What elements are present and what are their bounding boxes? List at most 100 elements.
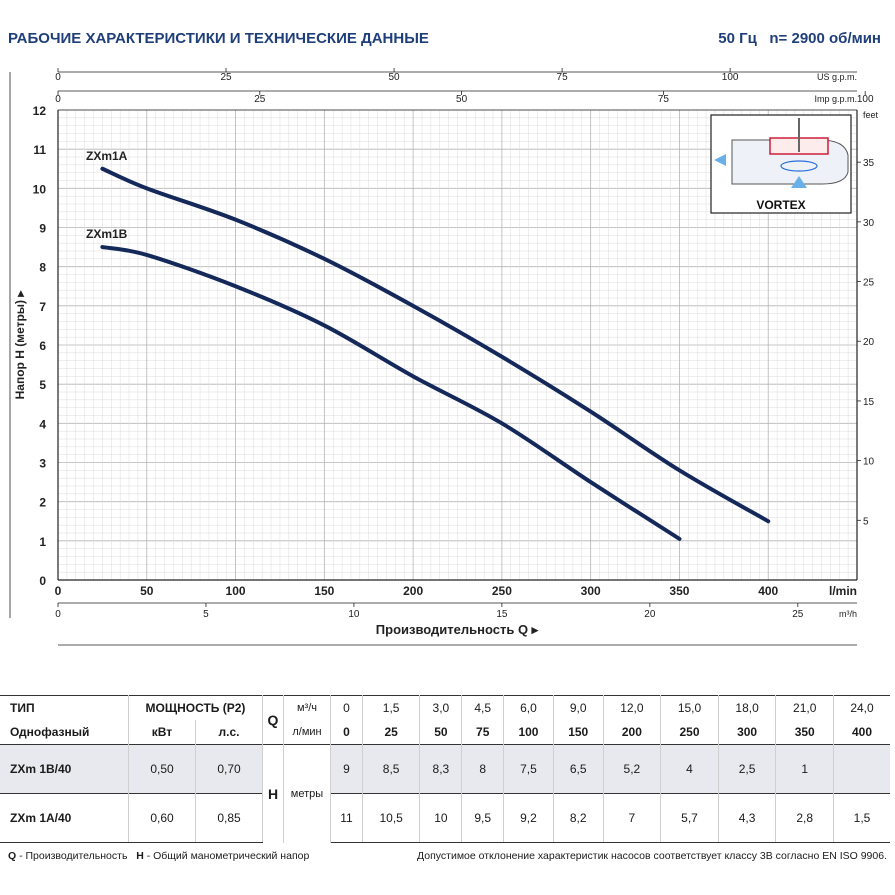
y-tick-label: 5 — [39, 378, 46, 392]
m3h-tick-label: 25 — [792, 609, 804, 620]
curve-zxm1b — [100, 245, 682, 541]
q-lmin-10: 400 — [851, 725, 873, 739]
footer-note: Допустимое отклонение характеристик насо… — [417, 850, 887, 862]
y-tick-label: 10 — [33, 182, 47, 196]
us-unit-label: US g.p.m. — [817, 72, 857, 82]
y-tick-label: 3 — [39, 457, 46, 471]
y-tick-label: 1 — [39, 535, 46, 549]
head-value: 6,5 — [553, 744, 604, 794]
y-axis-title: Напор H (метры) ▸ — [13, 290, 27, 400]
head-value: 5,2 — [603, 744, 662, 794]
head-value: 5,7 — [660, 793, 719, 843]
q-m3h-2: 3,0 — [419, 695, 463, 720]
x-tick-label: 100 — [226, 584, 246, 598]
power-kw: 0,50 — [128, 744, 196, 794]
q-lmin-3: 75 — [461, 720, 505, 745]
q-lmin-1: 25 — [362, 720, 421, 745]
head-value: 11 — [330, 793, 363, 843]
x-tick-label: 0 — [55, 584, 62, 598]
y-tick-label: 4 — [39, 417, 46, 431]
m3h-tick-label: 0 — [55, 609, 61, 620]
frequency: 50 Гц — [718, 30, 757, 47]
series-label-zxm1a: ZXm1A — [86, 149, 128, 163]
head-value: 9 — [330, 744, 363, 794]
model-name: ZXm 1B/40 — [0, 744, 129, 794]
q-lmin-8: 300 — [718, 720, 777, 745]
head-value: 8 — [461, 744, 505, 794]
head-value: 1 — [775, 744, 835, 794]
q-m3h-4: 6,0 — [503, 695, 554, 720]
h-key: H — [136, 850, 144, 862]
q-m3h-0: 0 — [330, 695, 363, 720]
m3h-unit-label: m³/h — [839, 609, 857, 619]
y-tick-label: 0 — [39, 574, 46, 588]
q-lmin-5: 150 — [553, 720, 604, 745]
vortex-label: VORTEX — [756, 198, 805, 212]
x-axis-title: Производительность Q ▸ — [376, 622, 540, 637]
feet-tick-label: 30 — [863, 218, 875, 229]
q-lmin-9: 350 — [775, 720, 835, 745]
us-tick-label: 75 — [557, 72, 569, 83]
y-tick-label: 8 — [39, 261, 46, 275]
unit-lmin: л/мин — [283, 720, 331, 745]
head-value — [833, 744, 890, 794]
us-tick-label: 50 — [388, 72, 400, 83]
q-m3h-7: 15,0 — [660, 695, 719, 720]
q-lmin-6: 200 — [603, 720, 662, 745]
m3h-tick-label: 20 — [644, 609, 656, 620]
x-tick-label: 400 — [758, 584, 778, 598]
curves: ZXm1A ZXm1B — [86, 149, 771, 541]
feet-unit-label: feet — [863, 110, 879, 120]
q-m3h-5: 9,0 — [553, 695, 604, 720]
axes — [9, 71, 858, 646]
y-tick-label: 11 — [33, 143, 46, 157]
head-value: 2,8 — [775, 793, 835, 843]
head-value: 2,5 — [718, 744, 777, 794]
head-value: 4,3 — [718, 793, 777, 843]
head-value: 7 — [603, 793, 662, 843]
head-value: 1,5 — [833, 793, 890, 843]
power-hp: 0,85 — [195, 793, 263, 843]
y-tick-label: 7 — [39, 300, 46, 314]
q-m3h-10: 24,0 — [833, 695, 890, 720]
x-tick-label: 50 — [140, 584, 154, 598]
x-tick-label: 350 — [669, 584, 689, 598]
col-q: Q — [262, 695, 284, 745]
m3h-tick-label: 10 — [348, 609, 360, 620]
imp-tick-label: 100 — [857, 94, 874, 105]
series-label-zxm1b: ZXm1B — [86, 227, 128, 241]
head-value: 7,5 — [503, 744, 554, 794]
rotation-speed: n= 2900 об/мин — [769, 30, 881, 47]
head-value: 9,2 — [503, 793, 554, 843]
power-hp: 0,70 — [195, 744, 263, 794]
col-type: ТИП — [0, 695, 129, 720]
x-tick-label: 300 — [581, 584, 601, 598]
col-power: МОЩНОСТЬ (P2) — [128, 695, 263, 720]
q-desc: - Производительность — [19, 850, 128, 862]
page-title: РАБОЧИЕ ХАРАКТЕРИСТИКИ И ТЕХНИЧЕСКИЕ ДАН… — [8, 30, 429, 47]
imp-tick-label: 50 — [456, 94, 468, 105]
y-tick-label: 12 — [33, 104, 47, 118]
x-tick-label: 250 — [492, 584, 512, 598]
y-tick-label: 9 — [39, 222, 46, 236]
unit-meters: метры — [283, 744, 331, 843]
imp-tick-label: 75 — [658, 94, 670, 105]
h-desc: - Общий манометрический напор — [146, 850, 310, 862]
feet-tick-label: 35 — [863, 158, 875, 169]
table-row: ZXm 1B/40 0,50 0,70 H метры 9 8,5 8,3 8 … — [0, 744, 890, 843]
col-single-phase: Однофазный — [0, 720, 129, 745]
x-tick-label: 150 — [314, 584, 334, 598]
head-value: 10,5 — [362, 793, 421, 843]
imp-unit-label: Imp g.p.m. — [814, 94, 857, 104]
col-h: H — [262, 744, 284, 843]
us-tick-label: 0 — [55, 72, 61, 83]
head-value: 10 — [419, 793, 463, 843]
q-m3h-1: 1,5 — [362, 695, 421, 720]
m3h-tick-label: 5 — [203, 609, 209, 620]
technical-data-table: ТИП МОЩНОСТЬ (P2) Q м³/ч 0 1,5 3,0 4,5 6… — [0, 695, 890, 843]
x-unit-label: l/min — [829, 584, 857, 598]
q-m3h-9: 21,0 — [775, 695, 835, 720]
table-row: ZXm 1A/40 0,60 0,85 11 10,5 10 9,5 9,2 8… — [0, 793, 890, 843]
us-tick-label: 25 — [220, 72, 232, 83]
